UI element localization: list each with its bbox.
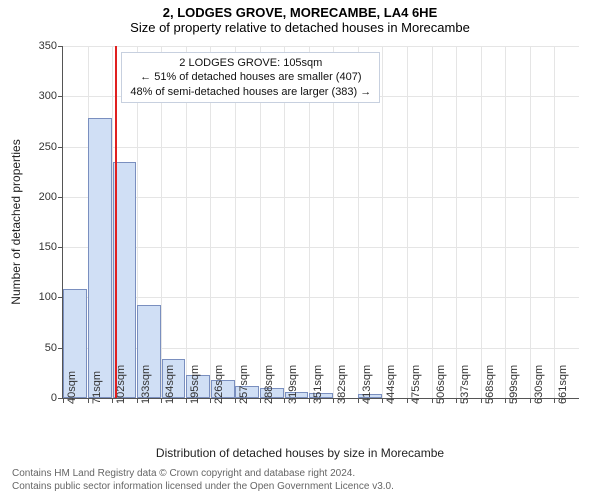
x-tick-mark: [432, 398, 433, 403]
annotation-line2: ← 51% of detached houses are smaller (40…: [130, 70, 371, 84]
address-title: 2, LODGES GROVE, MORECAMBE, LA4 6HE: [0, 6, 600, 21]
x-tick-mark: [358, 398, 359, 403]
x-tick-label: 164sqm: [164, 365, 176, 404]
x-tick-mark: [505, 398, 506, 403]
gridline-h: [63, 297, 579, 298]
x-tick-mark: [530, 398, 531, 403]
x-tick-mark: [63, 398, 64, 403]
x-tick-mark: [137, 398, 138, 403]
gridline-h: [63, 147, 579, 148]
footer: Contains HM Land Registry data © Crown c…: [12, 468, 394, 493]
x-tick-label: 71sqm: [91, 371, 103, 404]
gridline-v: [481, 46, 482, 398]
gridline-v: [407, 46, 408, 398]
x-tick-mark: [112, 398, 113, 403]
subtitle: Size of property relative to detached ho…: [0, 21, 600, 36]
marker-line: [115, 46, 117, 398]
x-axis-label: Distribution of detached houses by size …: [156, 446, 444, 460]
y-tick-mark: [58, 147, 63, 148]
gridline-v: [554, 46, 555, 398]
x-tick-mark: [235, 398, 236, 403]
x-tick-label: 226sqm: [213, 365, 225, 404]
gridline-v: [505, 46, 506, 398]
y-axis-label: Number of detached properties: [9, 139, 23, 304]
header: 2, LODGES GROVE, MORECAMBE, LA4 6HE Size…: [0, 0, 600, 36]
y-tick-mark: [58, 247, 63, 248]
x-tick-mark: [284, 398, 285, 403]
x-tick-mark: [186, 398, 187, 403]
x-tick-mark: [88, 398, 89, 403]
x-tick-label: 40sqm: [66, 371, 78, 404]
x-tick-mark: [309, 398, 310, 403]
gridline-h: [63, 197, 579, 198]
gridline-v: [456, 46, 457, 398]
x-tick-mark: [382, 398, 383, 403]
x-tick-label: 288sqm: [263, 365, 275, 404]
x-tick-label: 475sqm: [410, 365, 422, 404]
x-tick-label: 319sqm: [287, 365, 299, 404]
x-tick-mark: [210, 398, 211, 403]
y-tick-mark: [58, 46, 63, 47]
chart-container: 2, LODGES GROVE, MORECAMBE, LA4 6HE Size…: [0, 0, 600, 500]
y-tick-mark: [58, 297, 63, 298]
gridline-h: [63, 247, 579, 248]
x-tick-label: 444sqm: [385, 365, 397, 404]
x-tick-label: 351sqm: [312, 365, 324, 404]
y-tick-mark: [58, 348, 63, 349]
x-tick-label: 133sqm: [140, 365, 152, 404]
bar: [88, 118, 112, 398]
gridline-v: [382, 46, 383, 398]
x-tick-label: 506sqm: [435, 365, 447, 404]
y-tick-mark: [58, 96, 63, 97]
footer-line1: Contains HM Land Registry data © Crown c…: [12, 468, 394, 481]
x-tick-mark: [333, 398, 334, 403]
x-tick-label: 257sqm: [238, 365, 250, 404]
x-tick-label: 382sqm: [336, 365, 348, 404]
x-tick-mark: [260, 398, 261, 403]
gridline-v: [432, 46, 433, 398]
x-tick-label: 568sqm: [484, 365, 496, 404]
x-tick-mark: [554, 398, 555, 403]
plot-area: 05010015020025030035040sqm71sqm102sqm133…: [62, 46, 579, 399]
x-tick-label: 413sqm: [361, 365, 373, 404]
y-tick-mark: [58, 197, 63, 198]
annotation-box: 2 LODGES GROVE: 105sqm← 51% of detached …: [121, 52, 380, 103]
x-tick-mark: [407, 398, 408, 403]
footer-line2: Contains public sector information licen…: [12, 481, 394, 494]
gridline-h: [63, 46, 579, 47]
x-tick-label: 599sqm: [508, 365, 520, 404]
x-tick-mark: [161, 398, 162, 403]
x-tick-label: 195sqm: [189, 365, 201, 404]
x-tick-label: 661sqm: [557, 365, 569, 404]
x-tick-mark: [456, 398, 457, 403]
x-tick-mark: [481, 398, 482, 403]
x-tick-label: 630sqm: [533, 365, 545, 404]
annotation-line3: 48% of semi-detached houses are larger (…: [130, 85, 371, 99]
annotation-line1: 2 LODGES GROVE: 105sqm: [130, 56, 371, 70]
gridline-v: [530, 46, 531, 398]
x-tick-label: 537sqm: [459, 365, 471, 404]
